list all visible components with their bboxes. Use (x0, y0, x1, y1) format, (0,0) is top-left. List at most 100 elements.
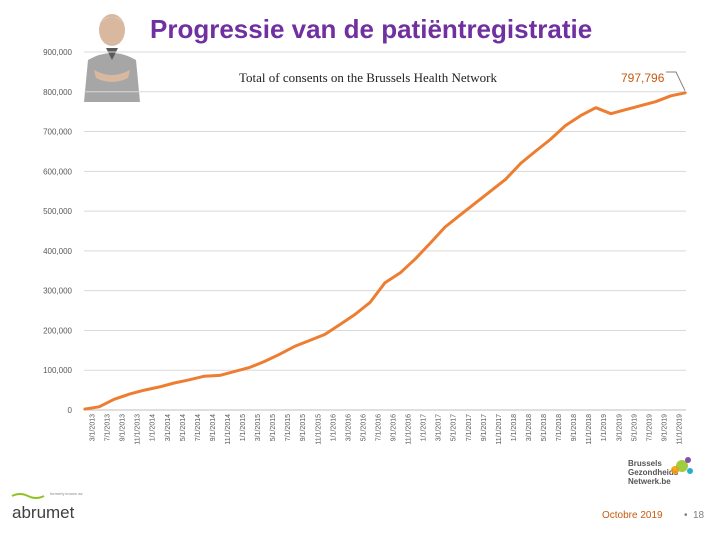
x-tick-label: 11/1/2017 (496, 414, 503, 445)
x-tick-label: 11/1/2014 (225, 414, 232, 445)
y-tick-label: 600,000 (43, 167, 72, 176)
y-tick-label: 400,000 (43, 247, 72, 256)
x-tick-label: 5/1/2015 (270, 414, 277, 441)
x-tick-label: 5/1/2016 (360, 414, 367, 441)
data-point (128, 393, 131, 395)
data-point (384, 281, 386, 284)
data-point (324, 333, 326, 336)
x-tick-label: 1/1/2018 (511, 414, 518, 441)
data-point (278, 353, 281, 356)
gridlines (84, 51, 686, 411)
data-point (143, 389, 146, 391)
x-tick-label: 1/1/2016 (330, 414, 337, 441)
x-tick-label: 5/1/2019 (631, 414, 638, 441)
series-points (83, 91, 687, 411)
y-tick-label: 900,000 (43, 48, 72, 57)
data-point (564, 124, 567, 127)
x-tick-label: 9/1/2018 (571, 414, 578, 441)
logo-line-2: Gezondheids (628, 468, 679, 477)
chart-title: Total of consents on the Brussels Health… (239, 70, 497, 85)
footer-date: Octobre 2019 (602, 510, 663, 521)
data-point (249, 366, 251, 369)
slide-title: Progressie van de patiëntregistratie (150, 14, 593, 44)
abrumet-wordmark: abrumet (12, 503, 75, 522)
last-value-label: 797,796 (621, 71, 665, 85)
data-point (188, 378, 191, 381)
logo-line-1: Brussels (628, 459, 662, 468)
data-point (293, 345, 296, 348)
x-tick-label: 3/1/2014 (165, 414, 172, 441)
y-tick-label: 500,000 (43, 207, 72, 216)
x-tick-label: 1/1/2014 (150, 414, 157, 441)
x-tick-label: 3/1/2013 (90, 414, 97, 441)
x-tick-label: 7/1/2016 (375, 414, 382, 441)
data-point (654, 100, 657, 103)
page-number: 18 (693, 510, 705, 521)
data-point (639, 104, 642, 107)
x-tick-label: 1/1/2017 (421, 414, 428, 441)
data-point (549, 138, 552, 141)
x-tick-label: 9/1/2014 (210, 414, 217, 441)
data-point (354, 313, 356, 316)
x-tick-label: 9/1/2013 (120, 414, 127, 441)
x-tick-label: 3/1/2017 (436, 414, 443, 441)
x-tick-label: 11/1/2018 (586, 414, 593, 445)
data-point (83, 408, 85, 411)
x-tick-label: 9/1/2017 (481, 414, 488, 441)
data-point (685, 91, 687, 94)
y-tick-label: 100,000 (43, 366, 72, 375)
x-tick-label: 11/1/2013 (135, 414, 142, 445)
x-tick-label: 5/1/2017 (451, 414, 458, 441)
x-tick-label: 7/1/2017 (466, 414, 473, 441)
x-tick-label: 7/1/2014 (195, 414, 202, 441)
data-point (474, 202, 477, 204)
data-point (369, 301, 371, 304)
data-point (610, 112, 612, 115)
y-tick-label: 800,000 (43, 88, 72, 97)
x-tick-label: 11/1/2015 (315, 414, 322, 445)
data-point (504, 178, 507, 181)
data-point (429, 242, 432, 244)
data-point (173, 382, 176, 384)
data-point (309, 339, 311, 342)
x-tick-label: 5/1/2014 (180, 414, 187, 441)
x-tick-label: 9/1/2015 (300, 414, 307, 441)
data-point (534, 150, 537, 153)
data-point (459, 214, 461, 216)
x-tick-label: 7/1/2015 (285, 414, 292, 441)
x-tick-label: 3/1/2019 (616, 414, 623, 441)
data-point (594, 106, 597, 109)
data-point (233, 370, 236, 373)
x-tick-label: 7/1/2013 (105, 414, 112, 441)
abrumet-logo: formerly known as abrumet (11, 491, 82, 522)
data-point (489, 190, 492, 193)
data-point (263, 360, 266, 363)
x-axis-ticks: 3/1/2013 7/1/2013 9/1/2013 11/1/2013 1/1/201… (90, 414, 684, 445)
y-tick-label: 200,000 (43, 326, 72, 335)
data-point (444, 226, 446, 228)
data-point (670, 94, 672, 97)
x-tick-label: 11/1/2019 (676, 414, 683, 445)
y-axis-ticks: 0 100,000 200,000 300,000 400,000 500,000 600,… (43, 48, 72, 415)
x-tick-label: 3/1/2015 (255, 414, 262, 441)
y-tick-label: 300,000 (43, 287, 72, 296)
x-tick-label: 3/1/2016 (345, 414, 352, 441)
logo-line-3: Netwerk.be (628, 477, 671, 486)
data-point (624, 108, 627, 111)
data-point (113, 398, 115, 401)
data-point (519, 162, 522, 165)
annotation-leader (666, 71, 686, 91)
data-point (158, 386, 161, 388)
x-tick-label: 1/1/2019 (601, 414, 608, 441)
footer-bullet: • (684, 510, 688, 521)
y-tick-label: 0 (68, 406, 73, 415)
data-point (579, 114, 582, 117)
abrumet-small-text: formerly known as (50, 491, 82, 496)
data-point (98, 406, 100, 408)
y-tick-label: 700,000 (43, 128, 72, 137)
x-tick-label: 9/1/2019 (661, 414, 668, 441)
x-tick-label: 5/1/2018 (541, 414, 548, 441)
x-tick-label: 1/1/2015 (240, 414, 247, 441)
x-tick-label: 11/1/2016 (406, 414, 413, 445)
